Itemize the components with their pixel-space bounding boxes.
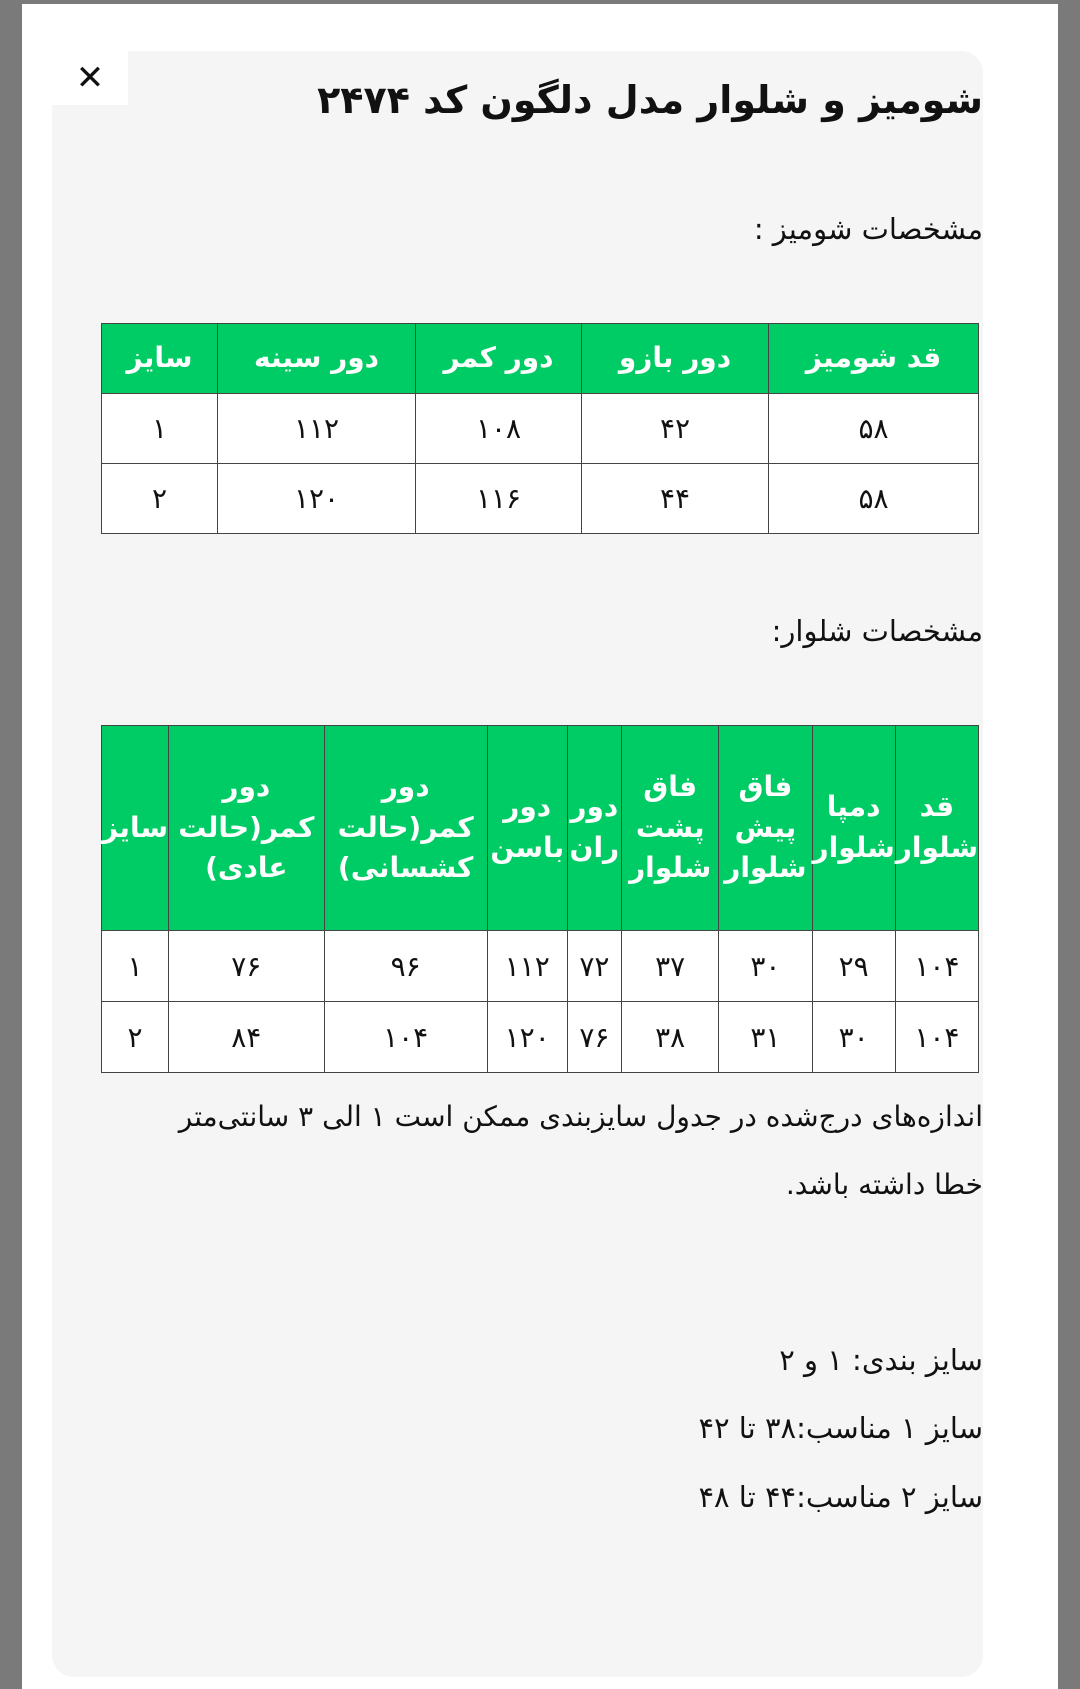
cell: ۳۷: [621, 930, 720, 1002]
header-cell: دور بازو: [581, 323, 769, 394]
cell: ۲۹: [811, 930, 896, 1002]
pants-heading: مشخصات شلوار:: [771, 614, 983, 648]
header-cell: دور سینه: [217, 323, 416, 394]
size-line: سایز بندی: ۱ و ۲: [779, 1343, 983, 1377]
size-line: سایز ۲ مناسب:۴۴ تا ۴۸: [698, 1480, 983, 1514]
header-cell: فاق پیش شلوار: [718, 725, 813, 931]
header-cell: دور ران: [566, 725, 623, 931]
size-line: سایز ۱ مناسب:۳۸ تا ۴۲: [698, 1411, 983, 1445]
cell: ۱۲۰: [486, 1001, 568, 1073]
header-cell: دور کمر(حالت عادی): [168, 725, 325, 931]
cell: ۷۶: [168, 930, 325, 1002]
header-cell: فاق پشت شلوار: [621, 725, 720, 931]
table-row: ۵۸ ۴۲ ۱۰۸ ۱۱۲ ۱: [101, 393, 979, 464]
cell: ۱۱۲: [217, 393, 416, 464]
cell: ۱۰۴: [894, 1001, 980, 1073]
cell: ۵۸: [768, 463, 979, 534]
cell: ۴۲: [581, 393, 769, 464]
header-cell: قد شلوار: [894, 725, 980, 931]
header-cell: سایز: [100, 725, 170, 931]
table-row: ۱۰۴ ۲۹ ۳۰ ۳۷ ۷۲ ۱۱۲ ۹۶ ۷۶ ۱: [100, 930, 980, 1002]
cell: ۹۶: [323, 930, 488, 1002]
size-tolerance-note: اندازه‌های درج‌شده در جدول سایزبندی ممکن…: [178, 1100, 983, 1201]
header-cell: دمپا شلوار: [811, 725, 896, 931]
shirt-size-table: قد شومیز دور بازو دور کمر دور سینه سایز …: [101, 323, 979, 534]
pants-size-table: قد شلوار دمپا شلوار فاق پیش شلوار فاق پش…: [100, 725, 980, 1073]
header-cell: دور کمر(حالت کشسانی): [323, 725, 488, 931]
table-header-row: قد شومیز دور بازو دور کمر دور سینه سایز: [101, 323, 979, 394]
cell: ۱۰۴: [894, 930, 980, 1002]
cell: ۳۱: [718, 1001, 813, 1073]
cell: ۱۱۲: [486, 930, 568, 1002]
close-button[interactable]: ✕: [52, 51, 128, 105]
close-icon: ✕: [75, 58, 105, 98]
cell: ۳۰: [811, 1001, 896, 1073]
table-row: ۱۰۴ ۳۰ ۳۱ ۳۸ ۷۶ ۱۲۰ ۱۰۴ ۸۴ ۲: [100, 1001, 980, 1073]
header-cell: قد شومیز: [768, 323, 979, 394]
header-cell: سایز: [101, 323, 218, 394]
cell: ۴۴: [581, 463, 769, 534]
cell: ۱۱۶: [415, 463, 582, 534]
cell: ۳۰: [718, 930, 813, 1002]
header-cell: دور کمر: [415, 323, 582, 394]
cell: ۵۸: [768, 393, 979, 464]
cell: ۷۶: [566, 1001, 623, 1073]
cell: ۸۴: [168, 1001, 325, 1073]
shirt-heading: مشخصات شومیز :: [753, 212, 983, 246]
cell: ۱۲۰: [217, 463, 416, 534]
cell: ۳۸: [621, 1001, 720, 1073]
cell: ۷۲: [566, 930, 623, 1002]
page-title: شومیز و شلوار مدل دلگون کد ۲۴۷۴: [317, 78, 983, 122]
table-row: ۵۸ ۴۴ ۱۱۶ ۱۲۰ ۲: [101, 463, 979, 534]
cell: ۱: [100, 930, 170, 1002]
cell: ۲: [100, 1001, 170, 1073]
cell: ۲: [101, 463, 218, 534]
cell: ۱۰۴: [323, 1001, 488, 1073]
table-header-row: قد شلوار دمپا شلوار فاق پیش شلوار فاق پش…: [100, 725, 980, 931]
header-cell: دور باسن: [486, 725, 568, 931]
cell: ۱: [101, 393, 218, 464]
cell: ۱۰۸: [415, 393, 582, 464]
